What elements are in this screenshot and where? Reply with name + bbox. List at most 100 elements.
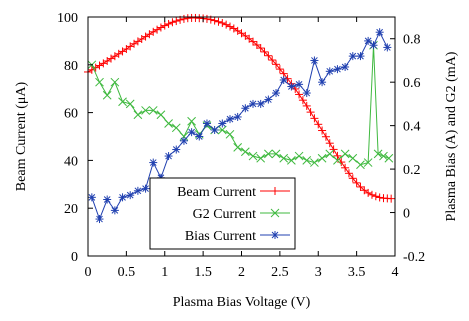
- g2-current-point: [110, 77, 120, 87]
- bias-current-point: [172, 145, 181, 154]
- beam-current-point: [367, 190, 376, 199]
- marker-stroke: [257, 100, 265, 108]
- g2-current-point: [310, 158, 319, 167]
- beam-current-point: [318, 126, 327, 135]
- bias-current-point: [264, 95, 273, 104]
- bias-current-point: [118, 193, 127, 202]
- marker-stroke: [334, 65, 341, 73]
- g2-current-point: [279, 153, 289, 163]
- y-axis-label: Beam Current (μA): [14, 81, 29, 191]
- g2-current-point: [225, 129, 235, 139]
- marker-stroke: [270, 208, 280, 218]
- g2-current-point: [125, 99, 135, 109]
- marker-stroke: [95, 77, 104, 87]
- marker-stroke: [341, 63, 349, 71]
- marker-stroke: [141, 106, 150, 115]
- marker-stroke: [376, 28, 384, 36]
- beam-current-point: [387, 194, 396, 203]
- g2-current-point: [340, 149, 350, 159]
- bias-current-point: [383, 43, 392, 52]
- bias-current-point: [256, 99, 265, 108]
- beam-current-point: [256, 44, 265, 53]
- marker-stroke: [357, 52, 364, 60]
- marker-stroke: [96, 215, 103, 223]
- legend-marker-g2-current: [270, 208, 280, 218]
- x-tick-label: 2: [238, 265, 245, 280]
- marker-stroke: [148, 106, 158, 115]
- bias-current-point: [164, 152, 173, 161]
- g2-current-point: [379, 151, 388, 161]
- x-tick-label: 1.5: [194, 265, 212, 280]
- bias-current-point: [149, 158, 158, 167]
- marker-stroke: [111, 207, 119, 214]
- g2-current-point: [373, 149, 383, 159]
- g2-current-point: [233, 143, 243, 152]
- marker-stroke: [164, 119, 173, 128]
- marker-stroke: [348, 153, 358, 163]
- x-tick-label: 0.5: [118, 265, 136, 280]
- y2-tick-label: 0.2: [403, 163, 421, 178]
- bias-current-point: [218, 119, 227, 128]
- y2-tick-label: 0.8: [403, 33, 421, 48]
- g2-current-point: [164, 119, 173, 128]
- bias-current-point: [348, 52, 357, 61]
- bias-current-point: [241, 104, 250, 113]
- g2-current-point: [333, 156, 342, 165]
- marker-stroke: [287, 156, 296, 165]
- beam-current-point: [329, 145, 338, 154]
- beam-current-point: [333, 151, 342, 160]
- beam-current-point: [371, 192, 380, 201]
- marker-stroke: [125, 99, 135, 109]
- y2-tick-label: 0: [403, 207, 410, 222]
- marker-stroke: [370, 41, 377, 49]
- marker-stroke: [364, 37, 372, 45]
- bias-current-point: [333, 65, 342, 74]
- g2-current-point: [356, 160, 365, 170]
- marker-stroke: [280, 76, 288, 84]
- marker-stroke: [288, 83, 295, 90]
- beam-current-point: [275, 65, 284, 74]
- marker-stroke: [188, 128, 195, 136]
- x-axis-label: Plasma Bias Voltage (V): [173, 295, 311, 310]
- marker-stroke: [110, 77, 120, 87]
- g2-current-point: [384, 153, 394, 163]
- marker-stroke: [102, 90, 112, 100]
- marker-stroke: [249, 100, 257, 108]
- beam-current-point: [172, 17, 181, 26]
- marker-stroke: [272, 89, 280, 97]
- bias-current-point: [318, 78, 327, 87]
- bias-current-point: [310, 56, 319, 65]
- g2-current-point: [256, 153, 266, 163]
- marker-stroke: [172, 146, 180, 153]
- beam-current-point: [149, 27, 158, 36]
- bias-current-point: [249, 99, 258, 108]
- bias-current-point: [95, 215, 104, 224]
- marker-stroke: [318, 78, 326, 86]
- marker-stroke: [218, 120, 226, 127]
- bias-current-point: [279, 76, 288, 85]
- marker-stroke: [271, 149, 281, 159]
- marker-stroke: [310, 158, 319, 167]
- beam-current-point: [298, 96, 307, 105]
- y2-tick-label: 0.6: [403, 76, 421, 91]
- bias-current-point: [141, 184, 150, 193]
- bias-current-point: [369, 41, 378, 50]
- bias-current-point: [195, 132, 204, 141]
- marker-stroke: [333, 156, 342, 165]
- y-tick-label: 60: [64, 107, 78, 122]
- bias-current-point: [110, 206, 119, 215]
- g2-current-point: [317, 153, 327, 163]
- legend-label-beam-current: Beam Current: [177, 185, 256, 200]
- marker-stroke: [302, 156, 312, 165]
- g2-current-line: [91, 45, 390, 166]
- beam-current-point: [348, 174, 357, 183]
- marker-stroke: [325, 149, 335, 159]
- marker-stroke: [311, 57, 318, 64]
- marker-stroke: [248, 151, 258, 161]
- marker-stroke: [295, 81, 303, 88]
- beam-current-point: [222, 20, 231, 29]
- marker-stroke: [180, 137, 188, 145]
- y-tick-label: 100: [57, 11, 78, 26]
- marker-stroke: [134, 187, 142, 195]
